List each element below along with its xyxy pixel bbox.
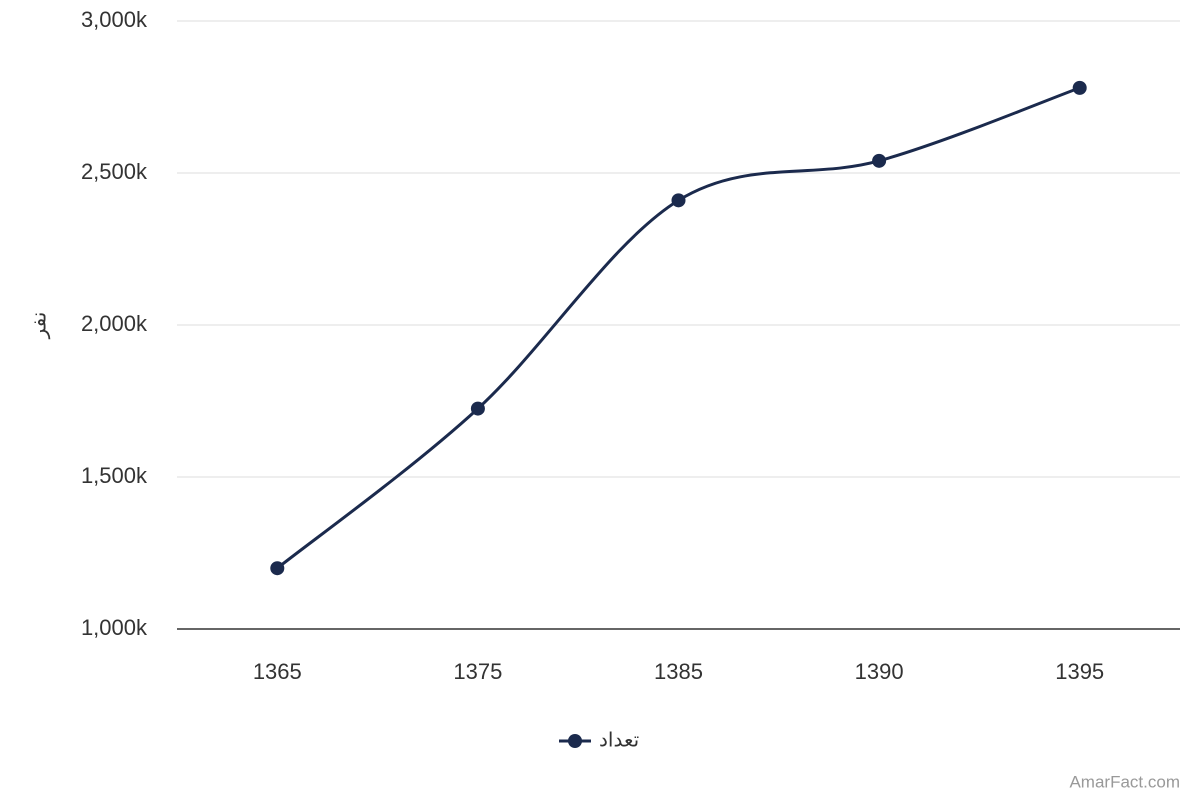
y-tick-label: 1,500k bbox=[81, 463, 148, 488]
credit[interactable]: AmarFact.com bbox=[1069, 772, 1180, 791]
data-point bbox=[1072, 80, 1087, 95]
x-tick-label: 1395 bbox=[1055, 659, 1104, 684]
y-tick-label: 2,500k bbox=[81, 159, 148, 184]
data-point bbox=[872, 153, 887, 168]
x-tick-label: 1385 bbox=[654, 659, 703, 684]
y-tick-label: 2,000k bbox=[81, 311, 148, 336]
legend-label[interactable]: تعداد bbox=[599, 729, 639, 751]
data-point bbox=[270, 561, 285, 576]
series-line bbox=[276, 86, 1081, 570]
y-axis-label: نفر bbox=[28, 312, 50, 340]
y-tick-label: 1,000k bbox=[81, 615, 148, 640]
x-tick-label: 1375 bbox=[453, 659, 502, 684]
x-tick-label: 1365 bbox=[253, 659, 302, 684]
data-point bbox=[470, 401, 485, 416]
legend-marker bbox=[568, 734, 582, 748]
y-tick-label: 3,000k bbox=[81, 7, 148, 32]
x-tick-label: 1390 bbox=[855, 659, 904, 684]
data-point bbox=[671, 193, 686, 208]
